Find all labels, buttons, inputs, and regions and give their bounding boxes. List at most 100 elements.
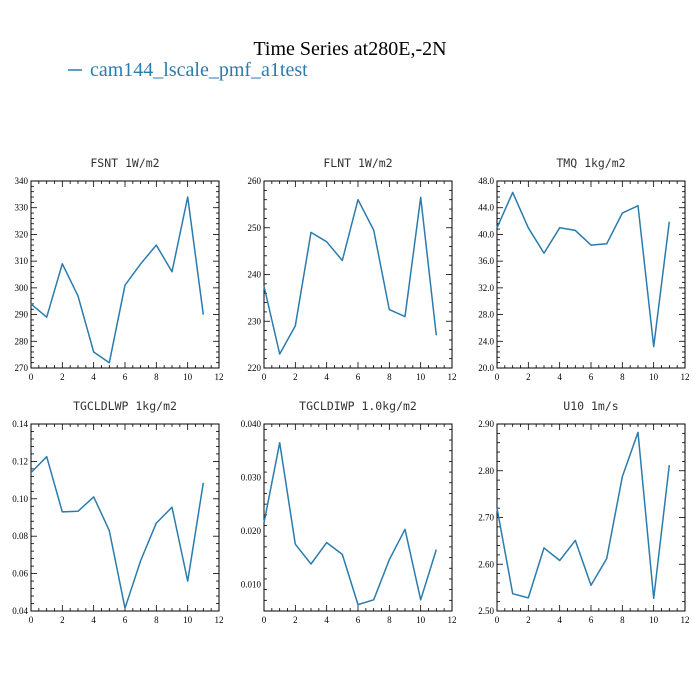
chart-panel-1: FLNT 1W/m2 0 2 4 6 8 10 12 220 230 240 250 260 (248, 156, 457, 382)
y-tick-label: 220 (248, 363, 262, 373)
y-tick-label: 24.0 (478, 336, 494, 346)
x-tick-label: 10 (649, 372, 659, 382)
x-tick-label: 12 (448, 372, 457, 382)
x-tick-label: 4 (91, 372, 96, 382)
x-tick-label: 0 (495, 372, 500, 382)
plot-frame (263, 180, 453, 369)
chart-panel-4: TGCLDIWP 1.0kg/m2 0 2 4 6 8 10 12 0.010 0.020 0.03… (241, 399, 457, 625)
panel-title: FLNT 1W/m2 (323, 156, 392, 170)
y-tick-label: 0.040 (241, 419, 262, 429)
x-tick-label: 0 (29, 615, 34, 625)
y-tick-label: 32.0 (478, 283, 494, 293)
x-tick-label: 6 (123, 615, 128, 625)
y-tick-label: 0.10 (12, 494, 28, 504)
x-tick-label: 0 (495, 615, 500, 625)
x-tick-label: 4 (91, 615, 96, 625)
x-tick-label: 10 (416, 372, 426, 382)
y-tick-label: 2.80 (478, 466, 494, 476)
y-tick-label: 280 (15, 336, 29, 346)
x-tick-label: 2 (526, 372, 531, 382)
panel-title: FSNT 1W/m2 (90, 156, 159, 170)
x-tick-label: 6 (123, 372, 128, 382)
y-tick-label: 2.70 (478, 513, 494, 523)
y-tick-label: 0.08 (12, 531, 28, 541)
series-line (496, 431, 671, 600)
y-tick-label: 0.06 (12, 569, 28, 579)
x-tick-label: 4 (324, 372, 329, 382)
y-tick-label: 240 (248, 270, 262, 280)
panel-title: TGCLDLWP 1kg/m2 (73, 399, 177, 413)
y-tick-label: 250 (248, 223, 262, 233)
x-tick-label: 12 (681, 372, 690, 382)
x-tick-label: 4 (557, 615, 562, 625)
x-tick-label: 10 (649, 615, 659, 625)
y-tick-label: 320 (15, 229, 29, 239)
x-tick-label: 2 (526, 615, 531, 625)
series-line (496, 191, 671, 348)
series-line (30, 196, 205, 364)
y-tick-label: 28.0 (478, 310, 494, 320)
x-tick-label: 2 (293, 372, 298, 382)
y-tick-label: 0.14 (12, 419, 28, 429)
chart-panel-0: FSNT 1W/m2 0 2 4 6 8 10 12 270 280 290 300 310 320 330… (15, 156, 224, 382)
legend-label: cam144_lscale_pmf_a1test (90, 59, 308, 81)
x-tick-label: 0 (262, 615, 267, 625)
plot-frame (30, 423, 220, 612)
y-tick-label: 36.0 (478, 256, 494, 266)
plot-frame (496, 423, 686, 612)
x-tick-label: 4 (324, 615, 329, 625)
x-tick-label: 8 (154, 372, 159, 382)
y-tick-label: 0.010 (241, 579, 262, 589)
panel-title: U10 1m/s (563, 399, 618, 413)
x-tick-label: 0 (262, 372, 267, 382)
y-tick-label: 290 (15, 310, 29, 320)
x-tick-label: 2 (60, 372, 65, 382)
series-line (263, 196, 438, 355)
x-tick-label: 0 (29, 372, 34, 382)
x-tick-label: 2 (293, 615, 298, 625)
x-tick-label: 2 (60, 615, 65, 625)
x-tick-label: 8 (387, 372, 392, 382)
y-tick-label: 330 (15, 203, 29, 213)
x-tick-label: 6 (589, 372, 594, 382)
plot-frame (263, 423, 453, 612)
y-tick-label: 310 (15, 256, 29, 266)
x-tick-label: 12 (215, 615, 224, 625)
x-tick-label: 8 (620, 615, 625, 625)
x-tick-label: 10 (183, 615, 193, 625)
y-tick-label: 300 (15, 283, 29, 293)
chart-panel-5: U10 1m/s 0 2 4 6 8 10 12 2.50 2.60 2.70 2.80 2.90 (478, 399, 689, 625)
x-tick-label: 10 (416, 615, 426, 625)
y-tick-label: 340 (15, 176, 29, 186)
x-tick-label: 8 (154, 615, 159, 625)
y-tick-label: 2.50 (478, 606, 494, 616)
x-tick-label: 12 (681, 615, 690, 625)
x-tick-label: 8 (387, 615, 392, 625)
panel-title: TGCLDIWP 1.0kg/m2 (299, 399, 417, 413)
plot-frame (496, 180, 686, 369)
y-tick-label: 20.0 (478, 363, 494, 373)
y-tick-label: 0.12 (12, 456, 28, 466)
y-tick-label: 44.0 (478, 203, 494, 213)
x-tick-label: 12 (215, 372, 224, 382)
x-tick-label: 8 (620, 372, 625, 382)
chart-panel-2: TMQ 1kg/m2 0 2 4 6 8 10 12 20.0 24.0 28.0 32.0 36.0 4… (478, 156, 689, 382)
y-tick-label: 48.0 (478, 176, 494, 186)
y-tick-label: 0.04 (12, 606, 28, 616)
x-tick-label: 6 (589, 615, 594, 625)
x-tick-label: 4 (557, 372, 562, 382)
chart-panel-3: TGCLDLWP 1kg/m2 0 2 4 6 8 10 12 0.04 0.06 0.08 0.10… (12, 399, 223, 625)
y-tick-label: 270 (15, 363, 29, 373)
series-line (263, 441, 438, 606)
figure-title: Time Series at280E,-2N (253, 38, 446, 60)
y-tick-label: 0.030 (241, 472, 262, 482)
y-tick-label: 40.0 (478, 229, 494, 239)
y-tick-label: 260 (248, 176, 262, 186)
panels: FSNT 1W/m20 2 4 6 8 10 12270280290300310320330… (12, 156, 689, 625)
y-tick-label: 2.60 (478, 559, 494, 569)
y-tick-label: 230 (248, 316, 262, 326)
x-tick-label: 10 (183, 372, 193, 382)
x-tick-label: 12 (448, 615, 457, 625)
x-tick-label: 6 (356, 372, 361, 382)
